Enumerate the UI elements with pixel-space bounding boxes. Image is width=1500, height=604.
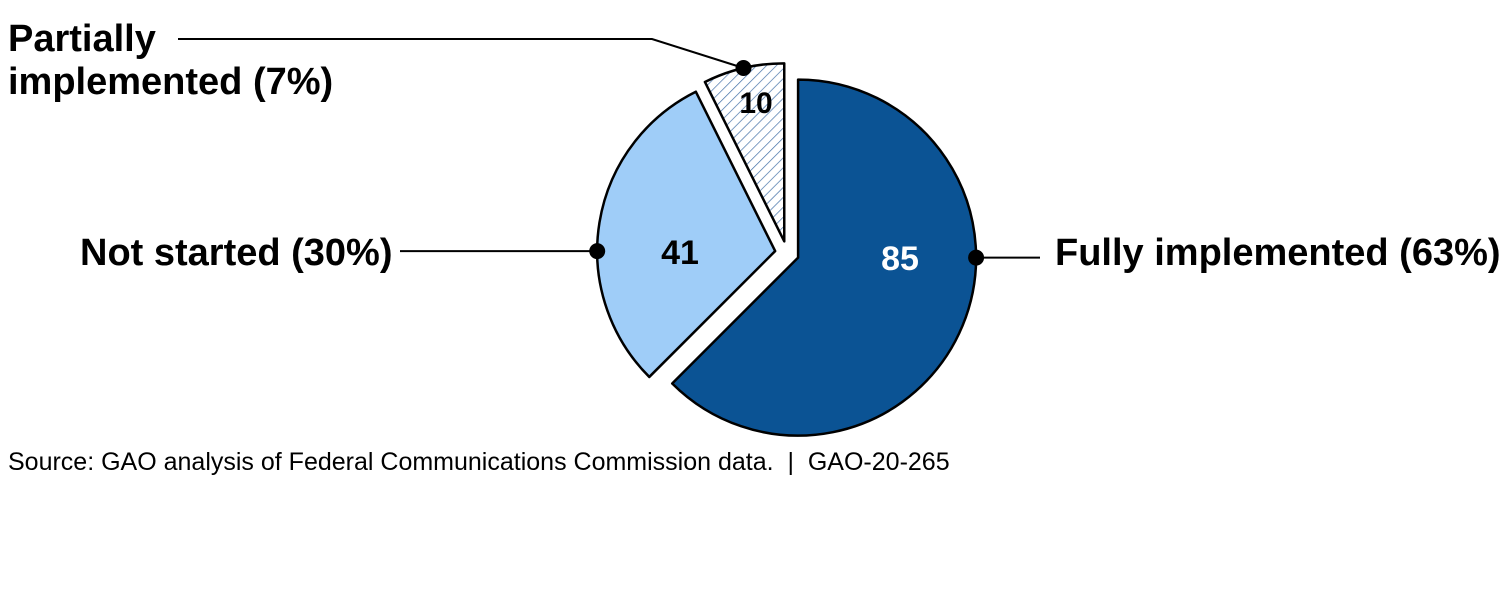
svg-text:10: 10 bbox=[739, 87, 772, 120]
svg-text:41: 41 bbox=[661, 234, 699, 272]
svg-text:85: 85 bbox=[881, 240, 919, 278]
